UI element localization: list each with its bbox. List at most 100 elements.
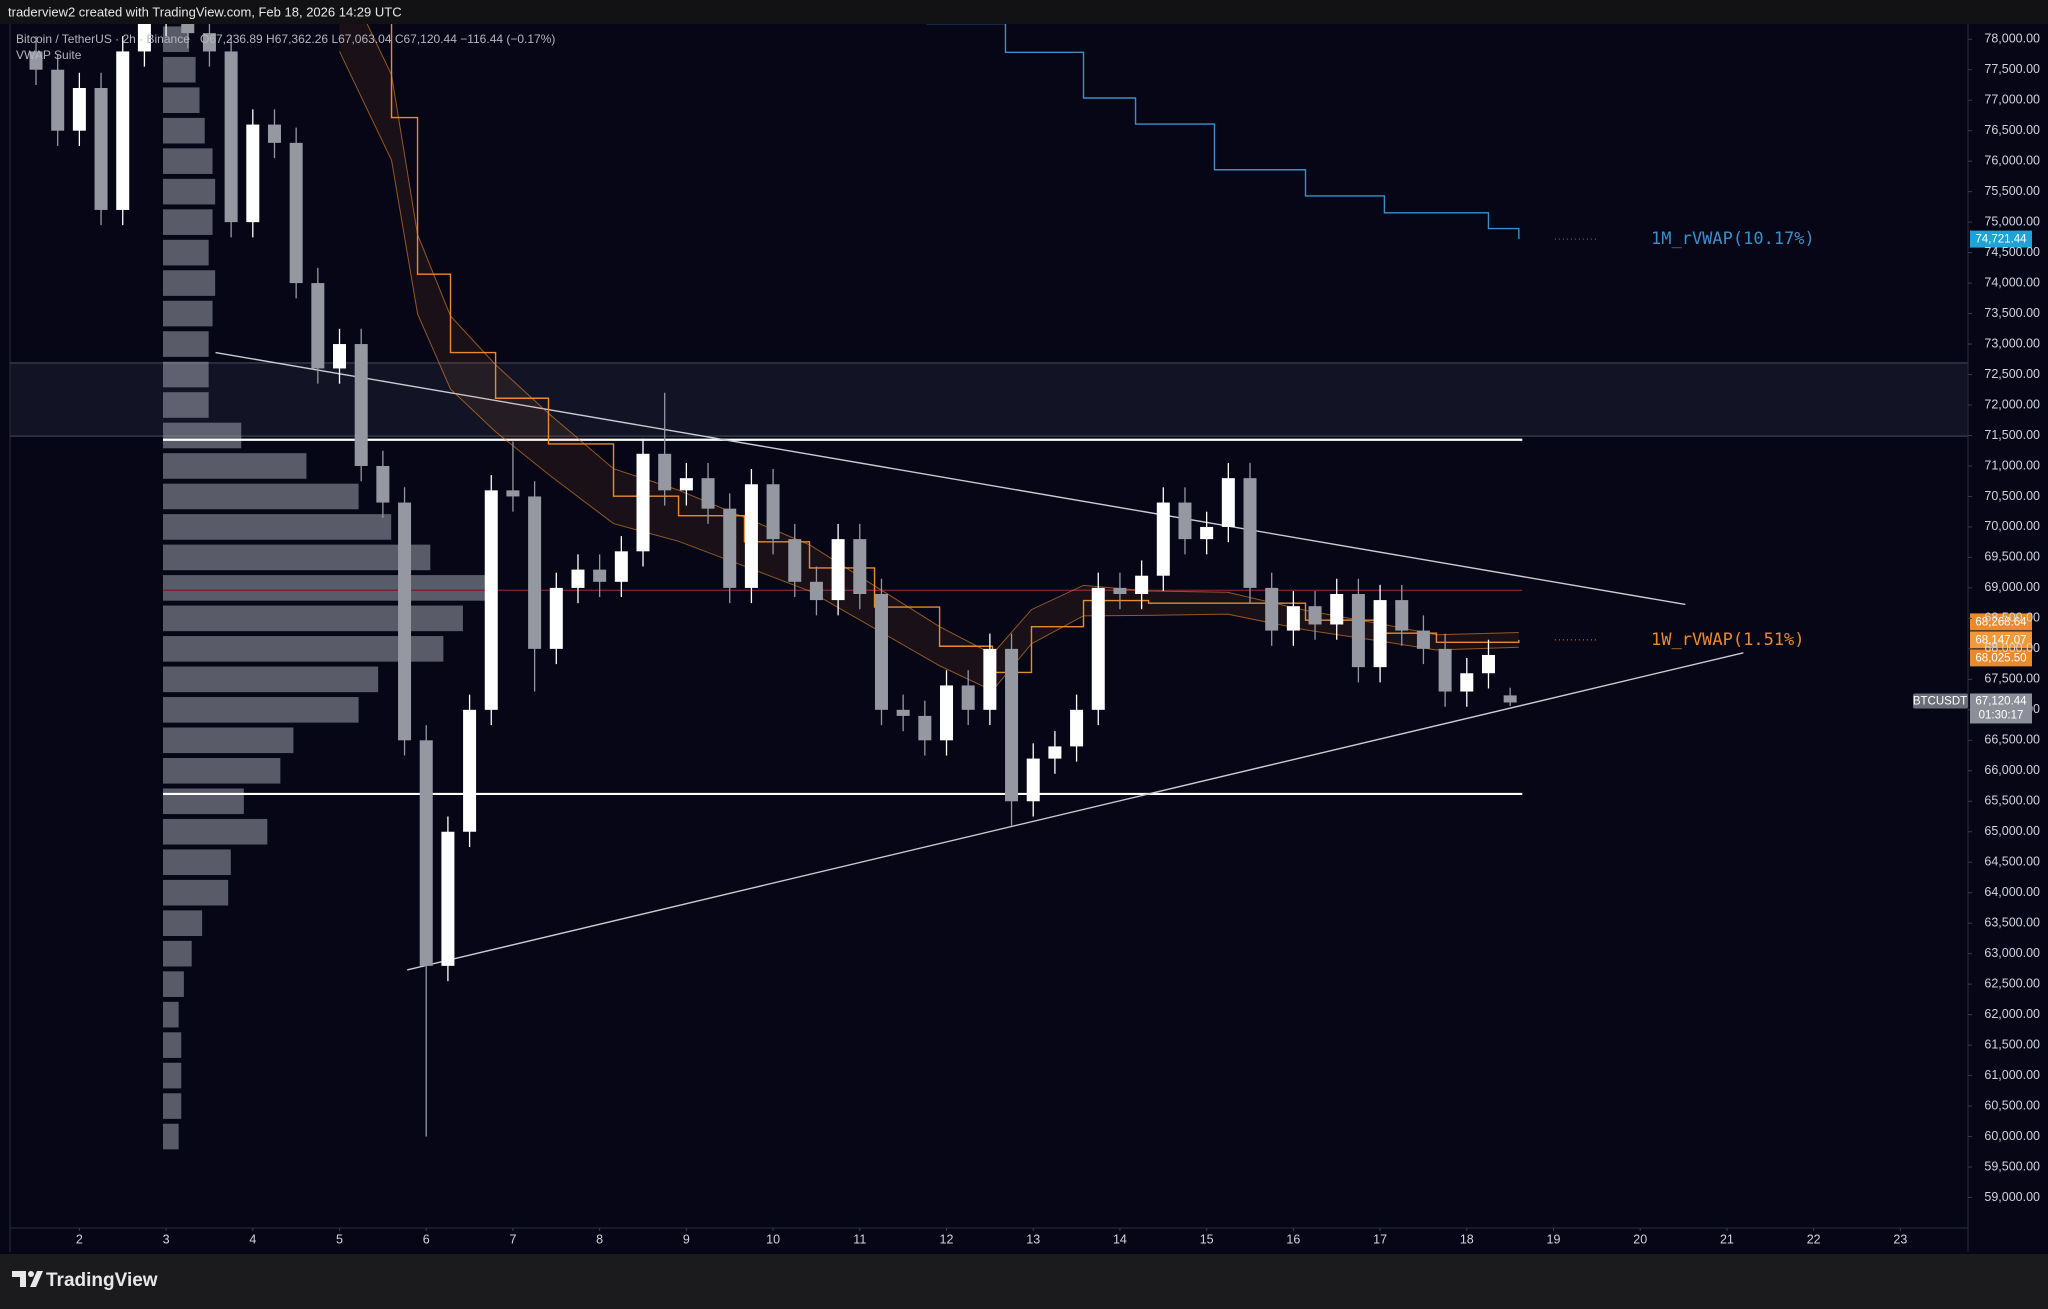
- candle-body: [549, 587, 563, 649]
- price-tag: [1970, 649, 2032, 667]
- x-tick-label: 4: [249, 1232, 256, 1246]
- header-text: traderview2 created with TradingView.com…: [8, 4, 402, 19]
- candle-body: [1438, 648, 1452, 692]
- candle-body: [723, 508, 737, 588]
- candle-body: [1265, 587, 1279, 631]
- candle-body: [1178, 502, 1192, 540]
- x-tick-label: 5: [336, 1232, 343, 1246]
- price-tag: [1970, 230, 2032, 248]
- y-tick-label: 64,500.00: [1984, 855, 2040, 869]
- candle-body: [1395, 600, 1409, 631]
- vwap-label: 1M_rVWAP(10.17%): [1651, 229, 1815, 249]
- volume-profile-bar: [163, 636, 444, 662]
- candle-body: [1373, 600, 1387, 668]
- x-tick-label: 16: [1286, 1232, 1300, 1246]
- candle-body: [809, 581, 823, 601]
- candle-body: [376, 465, 390, 503]
- candle-body: [137, 24, 151, 52]
- volume-profile-bar: [163, 239, 209, 266]
- volume-profile-bar: [163, 727, 294, 754]
- volume-profile-bar: [163, 1062, 182, 1089]
- candle-body: [1048, 746, 1062, 759]
- candle-body: [1070, 709, 1084, 747]
- x-tick-label: 19: [1547, 1232, 1561, 1246]
- x-tick-label: 10: [766, 1232, 780, 1246]
- candle-body: [853, 539, 867, 594]
- vwap-band-fill: [339, 24, 1519, 691]
- candle-body: [679, 478, 693, 491]
- y-tick-label: 67,500.00: [1984, 672, 2040, 686]
- candle-body: [354, 344, 368, 466]
- x-tick-label: 2: [76, 1232, 83, 1246]
- y-tick-label: 68,000.00: [1984, 641, 2040, 655]
- candle-body: [51, 69, 65, 131]
- y-tick-label: 66,500.00: [1984, 733, 2040, 747]
- y-tick-label: 63,500.00: [1984, 915, 2040, 929]
- y-tick-label: 73,500.00: [1984, 306, 2040, 320]
- y-tick-label: 72,500.00: [1984, 367, 2040, 381]
- candle-body: [1005, 648, 1019, 802]
- x-tick-label: 3: [163, 1232, 170, 1246]
- volume-profile-bar: [163, 178, 216, 205]
- candle-body: [1221, 478, 1235, 527]
- x-tick-label: 7: [509, 1232, 516, 1246]
- candle-body: [744, 484, 758, 588]
- symbol-tag-name: BTCUSDT: [1913, 696, 1967, 708]
- y-tick-label: 75,500.00: [1984, 184, 2040, 198]
- volume-profile-bar: [163, 666, 379, 693]
- volume-profile-bar: [163, 514, 392, 540]
- volume-profile-bar: [163, 1032, 182, 1058]
- y-tick-label: 61,500.00: [1984, 1037, 2040, 1051]
- y-tick-label: 60,500.00: [1984, 1098, 2040, 1112]
- volume-profile-bar: [163, 544, 431, 571]
- price-tag: [1970, 631, 2032, 649]
- y-tick-label: 62,500.00: [1984, 976, 2040, 990]
- volume-profile-bar: [163, 1093, 182, 1119]
- candle-body: [766, 484, 780, 540]
- x-tick-label: 12: [940, 1232, 954, 1246]
- y-tick-label: 71,000.00: [1984, 458, 2040, 472]
- volume-profile-bar: [163, 361, 209, 388]
- candle-body: [1416, 630, 1430, 649]
- candle-body: [636, 453, 650, 552]
- footer-bar: [0, 1254, 2048, 1309]
- candle-body: [463, 709, 477, 832]
- candle-body: [289, 142, 303, 284]
- candle-body: [419, 740, 433, 966]
- candle-body: [224, 51, 238, 223]
- volume-profile-bar: [163, 392, 209, 418]
- y-tick-label: 64,000.00: [1984, 885, 2040, 899]
- x-tick-label: 15: [1200, 1232, 1214, 1246]
- candle-body: [1308, 606, 1322, 625]
- x-tick-label: 6: [423, 1232, 430, 1246]
- candle-body: [202, 33, 216, 52]
- candle-body: [1243, 478, 1257, 588]
- legend-indicator: VWAP Suite: [16, 48, 82, 62]
- x-tick-label: 13: [1026, 1232, 1040, 1246]
- volume-profile-bar: [163, 87, 200, 114]
- candle-body: [1200, 526, 1214, 540]
- volume-profile-bar: [163, 209, 213, 235]
- candle-body: [940, 685, 954, 741]
- price-tag-label: 68,025.50: [1975, 652, 2026, 664]
- y-tick-label: 65,000.00: [1984, 824, 2040, 838]
- candle-body: [701, 478, 715, 509]
- x-tick-label: 23: [1893, 1232, 1907, 1246]
- trendline: [215, 351, 1686, 606]
- candle-body: [1135, 575, 1149, 594]
- y-tick-label: 59,000.00: [1984, 1190, 2040, 1204]
- volume-profile-bar: [163, 605, 463, 632]
- y-tick-label: 76,000.00: [1984, 153, 2040, 167]
- volume-profile-bar: [163, 1123, 179, 1150]
- volume-profile-bar: [163, 788, 244, 815]
- y-tick-label: 69,500.00: [1984, 550, 2040, 564]
- candle-body: [1091, 587, 1105, 710]
- candle-body: [1481, 654, 1495, 674]
- candle-body: [1460, 673, 1474, 692]
- y-tick-label: 75,000.00: [1984, 214, 2040, 228]
- x-tick-label: 22: [1807, 1232, 1821, 1246]
- y-tick-label: 76,500.00: [1984, 123, 2040, 137]
- candle-body: [1026, 758, 1040, 802]
